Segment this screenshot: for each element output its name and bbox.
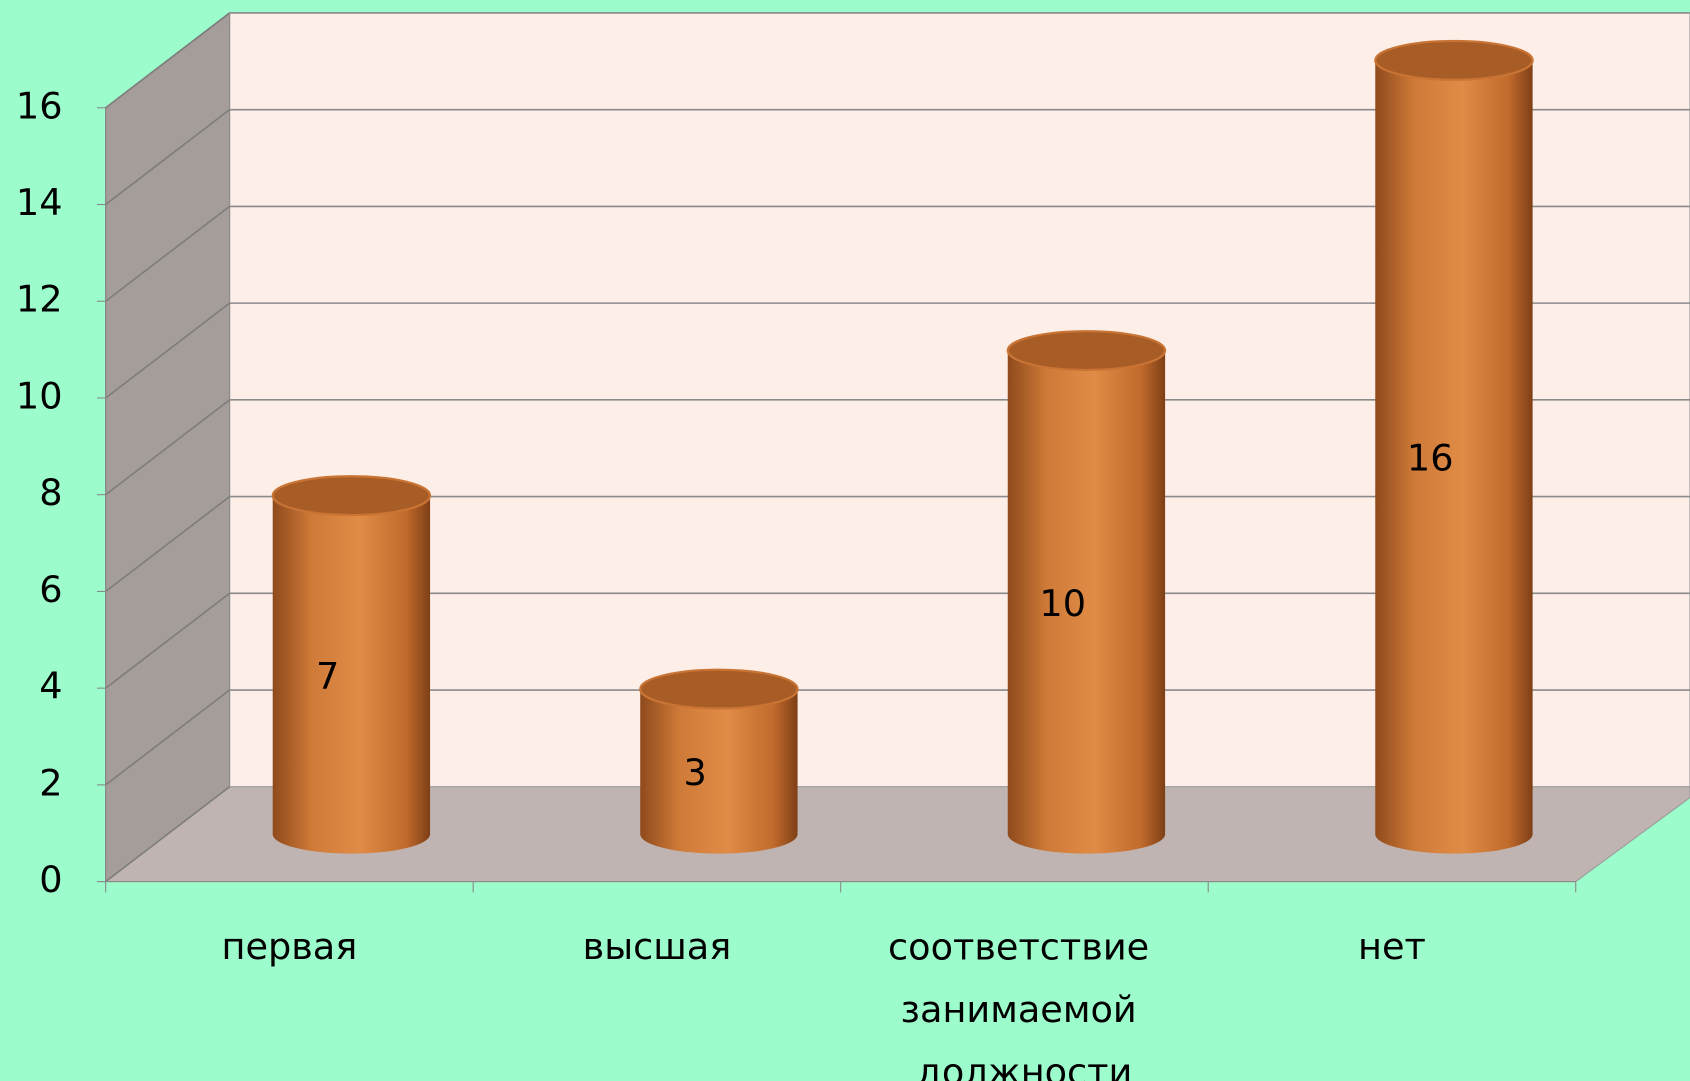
bar-top [639, 668, 799, 710]
x-tick-label: высшая [583, 925, 732, 968]
grid-line [105, 592, 231, 689]
value-label: 16 [1407, 437, 1454, 480]
grid-line [105, 495, 231, 593]
y-tick-label: 6 [39, 568, 62, 611]
bar [639, 668, 799, 854]
grid-line [105, 12, 231, 109]
y-tick-label: 8 [39, 471, 62, 514]
grid-line [105, 689, 231, 786]
bars: 7 3 10 16 [271, 39, 1534, 854]
grid-line [105, 302, 231, 399]
bar [1006, 330, 1167, 854]
bar-body [272, 495, 431, 854]
bar [271, 475, 432, 854]
value-label: 3 [684, 751, 707, 794]
bar-body [1007, 350, 1166, 854]
bar-top [271, 475, 432, 517]
grid-line [105, 399, 231, 496]
y-tick-label: 0 [39, 858, 62, 901]
y-tick-label: 4 [39, 665, 62, 708]
y-tick-label: 12 [16, 278, 63, 321]
x-tick-label: нет [1358, 925, 1426, 968]
value-label: 7 [316, 654, 339, 697]
y-tick-label: 10 [16, 374, 63, 417]
x-tick-label: соответствие занимаемой должности [888, 925, 1161, 1081]
y-tick-label: 16 [16, 84, 63, 127]
bar-top [1374, 39, 1534, 81]
bar [1374, 39, 1534, 854]
value-label: 10 [1039, 582, 1086, 625]
grid-line [105, 109, 231, 206]
y-tick-label: 14 [16, 181, 63, 224]
y-tick-label: 2 [39, 761, 62, 804]
x-tick-label: первая [222, 925, 358, 968]
grid-line [105, 786, 231, 883]
bar-body [640, 689, 798, 854]
bar-top [1006, 330, 1167, 372]
grid-line [105, 205, 231, 302]
bar-body [1375, 60, 1533, 854]
